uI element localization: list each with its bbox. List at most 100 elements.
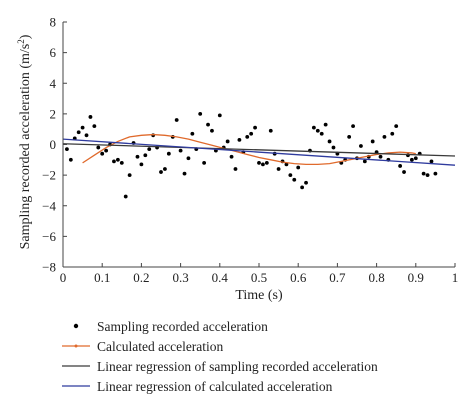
data-point [253, 125, 257, 130]
data-point [362, 159, 367, 164]
y-tick-label: 0 [50, 137, 57, 152]
data-point [233, 167, 238, 171]
y-axis-label-superscript: 2 [16, 39, 26, 44]
y-tick-label: −8 [42, 260, 56, 275]
x-tick-label: 0.8 [368, 270, 384, 285]
data-point [96, 145, 101, 150]
data-point [402, 170, 406, 174]
legend-label-calculated: Calculated acceleration [97, 339, 224, 354]
data-point [68, 157, 73, 162]
data-point [190, 131, 195, 136]
x-tick-label: 0.1 [94, 270, 110, 285]
x-tick-label: 1 [452, 270, 459, 285]
data-point [249, 131, 254, 136]
data-point [127, 173, 132, 178]
data-point [217, 113, 222, 118]
data-point [245, 134, 250, 139]
data-point [119, 160, 124, 165]
data-point [413, 156, 418, 161]
data-point [143, 153, 148, 158]
data-point [264, 160, 269, 165]
x-tick-label: 0.5 [251, 270, 267, 285]
data-point [92, 124, 97, 129]
y-tick-label: 6 [50, 45, 57, 60]
x-tick-label: 0.6 [290, 270, 307, 285]
data-point [268, 128, 273, 133]
calculated-acceleration-line [82, 133, 416, 166]
data-point [261, 162, 265, 167]
data-point [104, 148, 109, 153]
data-point [202, 160, 207, 165]
x-tick-label: 0.4 [212, 270, 229, 285]
data-point [159, 170, 163, 174]
data-point [347, 134, 352, 139]
data-point [390, 131, 395, 136]
data-point [331, 145, 336, 150]
legend: Sampling recorded acceleration Calculate… [62, 319, 378, 394]
data-point [166, 151, 171, 156]
data-point [378, 154, 383, 159]
data-point [115, 157, 120, 162]
data-point [296, 165, 301, 170]
x-tick-label: 0.7 [329, 270, 346, 285]
data-point [123, 194, 128, 199]
data-point [198, 111, 203, 116]
data-point [178, 148, 183, 153]
data-point [292, 177, 297, 182]
data-point [421, 171, 426, 176]
data-point [182, 171, 187, 176]
linear-regression-of-calculated-acceleration-line [62, 138, 456, 166]
legend-label-regression-calculated: Linear regression of calculated accelera… [97, 379, 333, 394]
x-axis-label: Time (s) [235, 288, 283, 303]
legend-item-regression-sampling: Linear regression of sampling recorded a… [62, 359, 378, 374]
data-point [186, 156, 191, 161]
data-point [304, 180, 308, 185]
data-point [100, 151, 105, 156]
legend-marker-sampling [73, 323, 79, 329]
y-tick-label: −2 [42, 168, 56, 183]
data-point [88, 115, 93, 119]
data-point [135, 154, 140, 159]
x-tick-label: 0.3 [172, 270, 188, 285]
data-point [65, 147, 69, 151]
data-point [425, 173, 430, 178]
data-point [76, 130, 81, 135]
data-point [433, 171, 438, 176]
y-tick-label: 8 [50, 15, 57, 30]
data-point [351, 124, 355, 129]
plot-area [62, 111, 456, 199]
legend-item-regression-calculated: Linear regression of calculated accelera… [62, 379, 333, 394]
data-point [319, 131, 324, 136]
data-point [311, 125, 316, 130]
x-tick-label: 0.9 [408, 270, 424, 285]
data-point [315, 128, 320, 133]
data-point [327, 139, 332, 144]
data-point [229, 154, 234, 159]
y-axis-label: Sampling recorded acceleration (m/s2) [16, 34, 33, 249]
legend-item-calculated: Calculated acceleration [62, 339, 224, 354]
data-point [382, 134, 387, 139]
linear-regression-of-sampling-recorded-acceleration-line [62, 143, 456, 157]
y-axis-label-main: Sampling recorded acceleration (m/s [18, 44, 33, 250]
data-point [257, 160, 261, 165]
data-point [174, 118, 179, 122]
y-tick-label: 4 [50, 76, 57, 91]
data-point [429, 159, 434, 164]
data-point [80, 125, 85, 130]
data-point [398, 164, 403, 168]
data-point [147, 147, 152, 151]
data-point [276, 167, 281, 171]
y-tick-label: 2 [50, 106, 57, 121]
data-point [139, 162, 144, 167]
data-point [284, 162, 289, 167]
y-axis-label-close: ) [18, 34, 33, 39]
y-tick-label: −6 [42, 229, 56, 244]
data-point [288, 173, 293, 178]
data-point [163, 167, 167, 171]
legend-label-sampling: Sampling recorded acceleration [97, 319, 268, 334]
data-point [359, 144, 363, 148]
data-point [206, 122, 210, 127]
axes: 8 6 4 2 0 −2 −4 −6 −8 0 0.1 0.2 0.3 0.4 0.5 0.6 0.7 0.8 0.… [42, 15, 458, 286]
